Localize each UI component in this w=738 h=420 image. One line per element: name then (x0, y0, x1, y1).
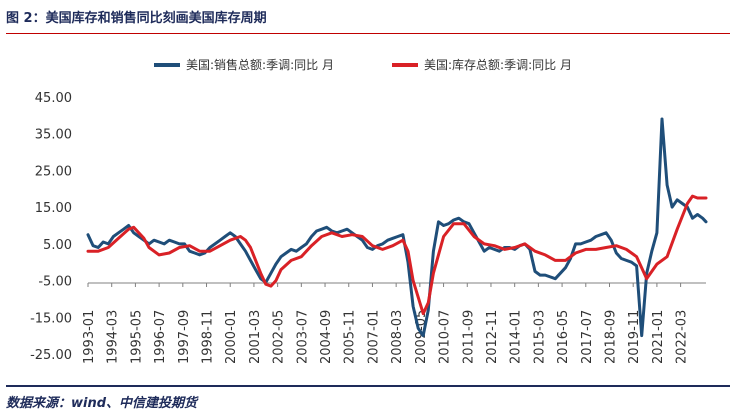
x-tick-label: 2019-11 (627, 310, 642, 364)
x-tick-label: 1997-09 (177, 310, 192, 364)
x-tick-label: 2017-07 (580, 310, 595, 364)
x-axis: 1993-01 1994-03 1995-05 1996-07 1997-09 1998-… (82, 282, 706, 364)
bottom-rule (6, 385, 730, 387)
plot-series (86, 117, 708, 338)
figure-title: 图 2：美国库存和销售同比刻画美国库存周期 (6, 11, 267, 26)
x-tick-label: 1995-05 (129, 310, 144, 364)
x-tick-label: 2008-03 (390, 310, 405, 364)
x-tick-label: 1996-07 (153, 310, 168, 364)
series-line-inventory (86, 194, 708, 316)
x-tick-label: 2003-07 (295, 310, 310, 364)
x-tick-label: 2014-01 (509, 310, 524, 364)
x-tick-label: 2010-07 (438, 310, 453, 364)
x-tick-label: 2004-09 (319, 310, 334, 364)
y-tick-label: 45.00 (35, 91, 72, 106)
x-tick-label: 1994-03 (106, 310, 121, 364)
y-tick-label: -15.00 (30, 311, 72, 326)
x-tick-label: 2016-05 (556, 310, 571, 364)
y-tick-label: 15.00 (35, 201, 72, 216)
y-tick-label: -25.00 (30, 348, 72, 363)
source-note: 数据来源：wind、中信建投期货 (6, 396, 198, 411)
x-tick-label: 1998-11 (201, 310, 216, 364)
legend-label-sales: 美国:销售总额:季调:同比 月 (186, 57, 334, 72)
x-tick-label: 2002-05 (272, 310, 287, 364)
x-tick-label: 2021-01 (651, 310, 666, 364)
y-tick-label: 25.00 (35, 164, 72, 179)
x-tick-label: 2015-03 (532, 310, 547, 364)
legend-label-inventory: 美国:库存总额:季调:同比 月 (424, 57, 572, 72)
series-line-sales (86, 117, 708, 338)
x-tick-label: 1993-01 (82, 310, 97, 364)
x-tick-label: 2007-01 (366, 310, 381, 364)
x-tick-label: 2018-09 (603, 310, 618, 364)
x-tick-label: 2000-01 (224, 310, 239, 364)
x-tick-label: 2001-03 (248, 310, 263, 364)
x-tick-label: 2022-03 (675, 310, 690, 364)
x-tick-label: 2005-11 (343, 310, 358, 364)
title-rule (6, 33, 730, 34)
y-axis: 45.00 35.00 25.00 15.00 5.00 -5.00 -15.00 -25.0… (30, 91, 72, 363)
y-tick-label: 5.00 (43, 238, 72, 253)
y-tick-label: 35.00 (35, 128, 72, 143)
x-tick-label: 2012-11 (485, 310, 500, 364)
chart-legend: 美国:销售总额:季调:同比 月 美国:库存总额:季调:同比 月 (154, 57, 572, 72)
y-tick-label: -5.00 (38, 275, 72, 290)
x-tick-label: 2011-09 (461, 310, 476, 364)
